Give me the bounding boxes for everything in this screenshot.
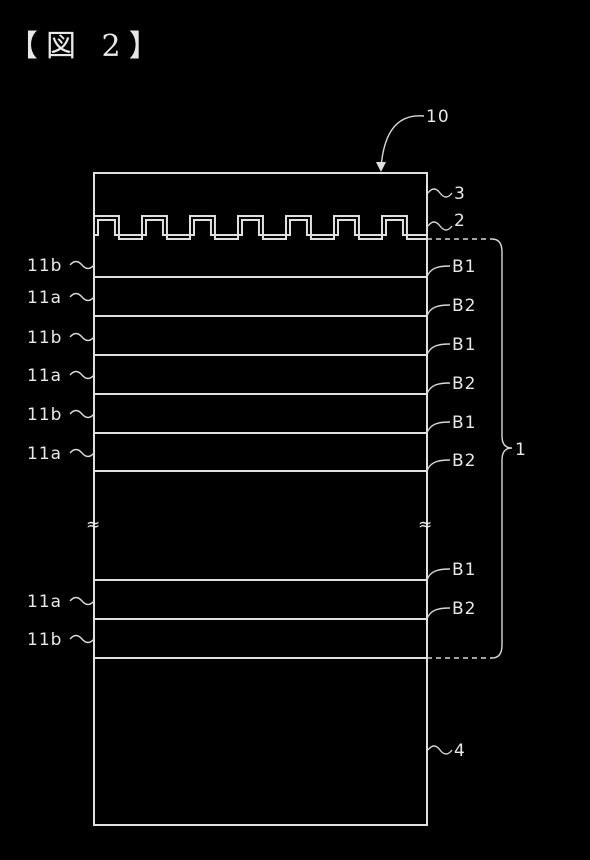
- right-leader: [426, 304, 451, 317]
- left-label: 11a: [27, 366, 62, 386]
- right-leader: [426, 568, 451, 581]
- right-leader: [426, 459, 451, 472]
- left-label: 11b: [27, 630, 62, 650]
- substrate-leader: [427, 745, 453, 755]
- left-leader: [69, 596, 95, 606]
- left-label: 11b: [27, 328, 62, 348]
- layer-2-leader: [427, 221, 453, 231]
- figure-label: 【図 2】: [8, 29, 167, 64]
- right-leader: [426, 265, 451, 278]
- right-label: B1: [452, 413, 476, 433]
- device-outline: [93, 172, 428, 826]
- right-label: B2: [452, 374, 476, 394]
- stack-label: 1: [515, 440, 527, 460]
- right-leader: [426, 382, 451, 395]
- right-label: B1: [452, 257, 476, 277]
- right-leader: [426, 607, 451, 620]
- device-label: 10: [426, 107, 450, 127]
- right-label: B2: [452, 599, 476, 619]
- left-leader: [69, 634, 95, 644]
- left-label: 11a: [27, 592, 62, 612]
- right-label: B2: [452, 296, 476, 316]
- right-label: B2: [452, 451, 476, 471]
- left-labels: 11b 11a 11b 11a 11b 11a 11a 11b: [27, 256, 95, 650]
- substrate-label: 4: [454, 741, 466, 761]
- left-label: 11b: [27, 405, 62, 425]
- left-leader: [69, 332, 95, 342]
- left-leader: [69, 448, 95, 458]
- right-leader: [426, 343, 451, 356]
- left-label: 11b: [27, 256, 62, 276]
- break-mark-left: ≈: [86, 515, 101, 535]
- right-label: B1: [452, 560, 476, 580]
- break-mark-right: ≈: [418, 515, 433, 535]
- right-labels: B1 B2 B1 B2 B1 B2 B1 B2: [426, 257, 476, 620]
- left-label: 11a: [27, 288, 62, 308]
- stack-brace: [491, 238, 513, 659]
- layer-2-label: 2: [454, 211, 466, 231]
- device-arrowhead: [376, 162, 386, 172]
- pattern-layer-outer: [93, 215, 427, 240]
- left-leader: [69, 370, 95, 380]
- left-leader: [69, 292, 95, 302]
- right-label: B1: [452, 335, 476, 355]
- left-label: 11a: [27, 444, 62, 464]
- right-leader: [426, 421, 451, 434]
- pattern-layer-inner: [94, 219, 427, 236]
- layer-3-label: 3: [454, 184, 466, 204]
- layer-3-leader: [427, 188, 453, 198]
- device-leader-line: [380, 115, 425, 169]
- left-leader: [69, 260, 95, 270]
- left-leader: [69, 409, 95, 419]
